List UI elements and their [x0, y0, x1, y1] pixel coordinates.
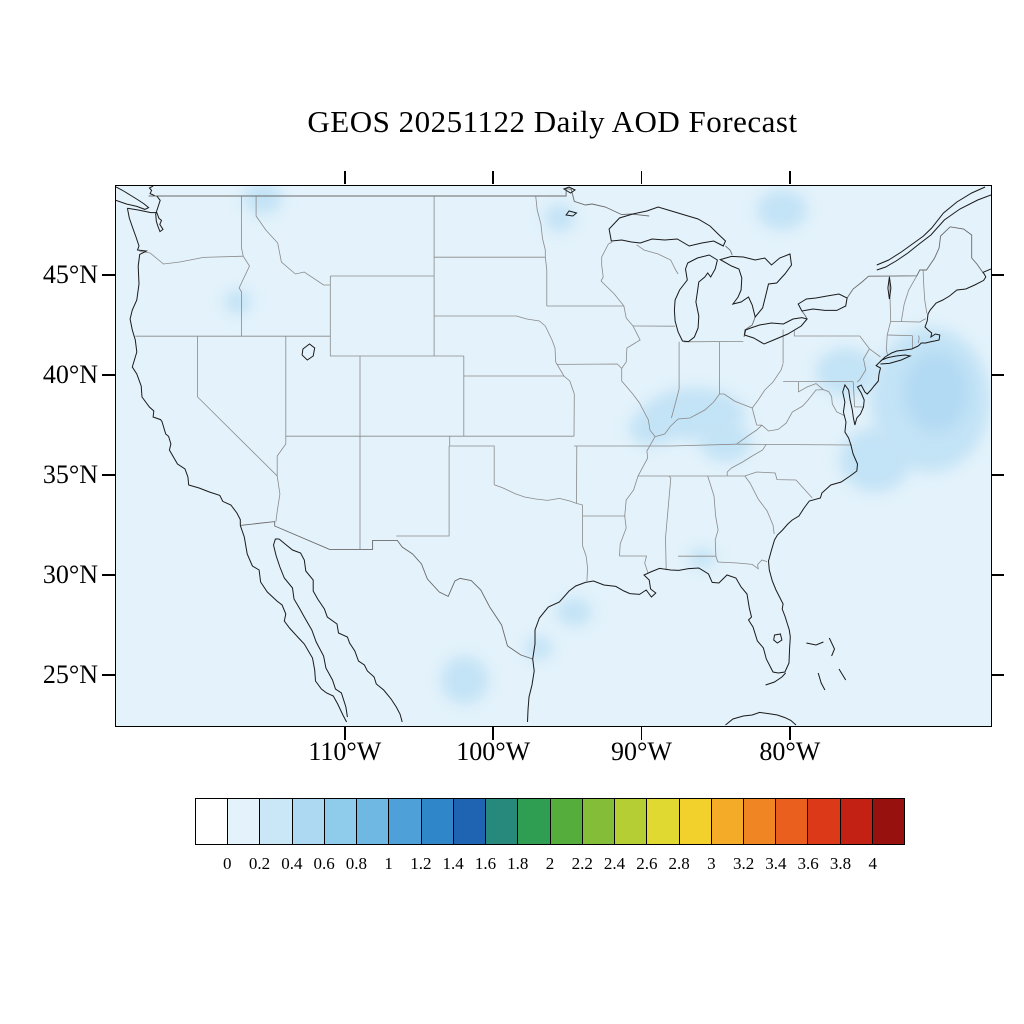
lon-tick-mark-top: [640, 171, 643, 184]
lat-tick-label: 45°N: [42, 260, 98, 289]
lon-tick-mark-bottom: [344, 727, 346, 740]
colorbar-tick-label: 3.4: [765, 854, 787, 873]
colorbar-cell: [549, 798, 583, 845]
colorbar: [195, 798, 906, 845]
lat-tick-label: 25°N: [42, 660, 98, 689]
lat-tick-mark-right: [991, 674, 1004, 676]
colorbar-cell: [678, 798, 712, 845]
lon-tick-label: 80°W: [759, 737, 821, 766]
lat-tick-mark-left: [102, 674, 115, 676]
colorbar-cell: [323, 798, 358, 845]
lat-tick-mark-left: [102, 474, 115, 476]
colorbar-cell: [356, 798, 390, 845]
lat-tick-label: 30°N: [42, 560, 98, 589]
colorbar-tick-label: 3: [707, 854, 716, 873]
colorbar-tick-label: 3.2: [733, 854, 755, 873]
colorbar-tick-label: 1: [384, 854, 393, 873]
colorbar-tick-label: 2.2: [571, 854, 593, 873]
colorbar-cell: [517, 798, 551, 845]
colorbar-cell: [388, 798, 422, 845]
colorbar-tick-label: 3.6: [797, 854, 819, 873]
colorbar-cell: [807, 798, 841, 845]
colorbar-tick-label: 2.8: [668, 854, 690, 873]
lon-tick-label: 110°W: [308, 737, 382, 766]
colorbar-cell: [420, 798, 454, 845]
lon-tick-mark-bottom: [492, 727, 494, 740]
lat-tick-mark-left: [102, 374, 115, 376]
lat-tick-mark-right: [991, 474, 1004, 476]
lat-tick-mark-right: [991, 574, 1004, 576]
colorbar-cell: [614, 798, 648, 845]
colorbar-cell: [775, 798, 809, 845]
colorbar-tick-label: 1.8: [507, 854, 529, 873]
lat-tick-mark-left: [102, 574, 115, 576]
colorbar-tick-label: 4: [868, 854, 877, 873]
map-plot: [115, 185, 992, 727]
colorbar-tick-label: 2.6: [636, 854, 658, 873]
colorbar-cell: [291, 798, 325, 845]
lat-tick-label: 40°N: [42, 360, 98, 389]
lon-tick-mark-top: [492, 171, 494, 184]
colorbar-tick-label: 1.2: [410, 854, 432, 873]
colorbar-cell: [742, 798, 777, 845]
lon-tick-mark-bottom: [640, 727, 643, 740]
colorbar-tick-label: 1.6: [474, 854, 497, 873]
colorbar-cell: [452, 798, 487, 845]
lat-tick-mark-right: [991, 374, 1004, 376]
lat-tick-mark-left: [102, 274, 115, 276]
colorbar-cell: [710, 798, 744, 845]
conus-aod-map: [116, 186, 991, 726]
colorbar-cell: [839, 798, 873, 845]
colorbar-tick-label: 2: [545, 854, 555, 873]
colorbar-cell: [871, 798, 906, 845]
lat-tick-mark-right: [991, 274, 1004, 276]
colorbar-cell: [259, 798, 293, 845]
colorbar-tick-label: 3.8: [829, 854, 852, 873]
lat-tick-label: 35°N: [42, 460, 98, 489]
colorbar-tick-label: 2.4: [603, 854, 626, 873]
colorbar-cell: [485, 798, 519, 845]
colorbar-tick-label: 0.8: [345, 854, 367, 873]
lon-tick-mark-top: [344, 171, 346, 184]
colorbar-tick-label: 0: [223, 854, 232, 873]
colorbar-tick-label: 1.4: [442, 854, 464, 873]
colorbar-cell: [195, 798, 229, 845]
lon-tick-label: 100°W: [456, 737, 531, 766]
colorbar-cell: [227, 798, 261, 845]
lon-tick-mark-bottom: [788, 727, 791, 740]
colorbar-cell: [581, 798, 616, 845]
colorbar-tick-label: 0.2: [248, 854, 271, 873]
figure-title: GEOS 20251122 Daily AOD Forecast: [307, 104, 798, 139]
lon-tick-mark-top: [788, 171, 791, 184]
colorbar-cell: [646, 798, 680, 845]
colorbar-tick-label: 0.4: [281, 854, 303, 873]
lon-tick-label: 90°W: [611, 737, 672, 766]
colorbar-tick-label: 0.6: [313, 854, 335, 873]
